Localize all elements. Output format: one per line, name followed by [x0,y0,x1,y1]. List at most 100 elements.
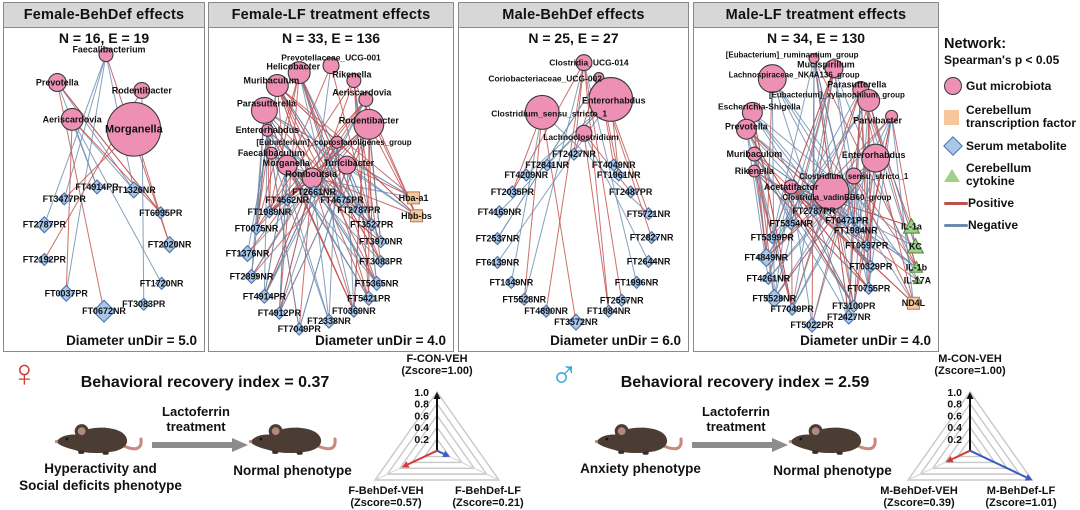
radar-tick-label: 0.4 [414,422,429,434]
node-microbe [330,135,344,149]
node-microbe [524,94,560,130]
edge [298,72,378,284]
edge [368,124,382,242]
node-label: FT1984NR [587,306,631,316]
node-label: Morganella [105,123,164,135]
edge [523,112,543,300]
radar-gridline [943,425,997,464]
node-metabolite [849,223,863,238]
radar-tick-label: 0.6 [947,410,962,422]
node-microbe [276,154,298,176]
edge [278,177,313,314]
node-metabolite [644,230,659,245]
node-microbe [746,146,762,162]
node-label: FT5365NR [355,278,399,288]
radar-axis-bottom-left-zscore: (Zscore=0.57) [350,497,422,509]
node-metabolite [125,181,143,199]
node-metabolite [256,288,273,305]
node-label: FT0075NR [235,224,279,234]
network-panel-3: Clostridia_UCG-014 Coriobacteriaceae_UCG-… [458,2,689,352]
edge [790,116,892,225]
edge [771,78,775,299]
edge [276,85,417,217]
node-label: IL-1a [901,222,923,232]
node-label: FT2787PR [792,206,836,216]
edge [276,85,378,284]
node-microbe [337,155,357,175]
node-microbe [757,64,787,94]
node-microbe [747,164,761,178]
node-microbe [783,179,799,195]
node-label: Hba-a1 [399,193,429,203]
node-microbe [358,91,374,107]
edge [278,165,288,314]
node-metabolite [92,299,116,323]
node-metabolite [540,158,554,172]
node-label: FT2841NR [525,160,569,170]
node-label: Enterorhabdus [582,95,646,105]
panel-diameter: Diameter unDir = 4.0 [800,333,931,348]
node-label: FT4914PR [75,182,119,192]
radar-tick-label: 1.0 [414,387,429,399]
node-metabolite [612,168,626,182]
node-label: Rikenella [735,166,775,176]
node-metabolite [238,244,257,263]
edge [298,72,343,201]
edge [790,186,872,267]
node-microbe [264,146,278,160]
node-label: FT3477PR [43,194,87,204]
radar-gridline [956,437,984,458]
node-label: Lachnospiraceae_NK4A136_group [729,71,860,80]
node-metabolite [641,254,656,269]
node-label: FT1984NR [834,226,878,236]
node-microbe [575,124,593,142]
node-label: FT4890NR [524,306,568,316]
edge-negative-icon [944,223,968,228]
node-microbe [575,54,593,72]
radar-axis-bottom-right: M-BehDef-LF [987,485,1056,497]
edge [65,119,73,294]
edge [848,89,862,318]
node-microbe [824,59,844,79]
node-metabolite [490,231,505,246]
node-label: FT5528NR [502,294,546,304]
node-metabolite [841,309,857,325]
triangle-icon [944,168,966,182]
radar-axis-bottom-right-zscore: (Zscore=1.01) [985,497,1057,509]
node-metabolite [863,259,878,274]
node-label: FT2338NR [307,316,351,326]
node-label: FT0329PR [849,261,893,271]
edge [860,89,917,268]
node-metabolite [519,168,534,182]
legend-item: Negative [944,219,1080,232]
node-metabolite [137,297,151,311]
edge [298,72,373,225]
node-metabolite [262,205,277,219]
node-metabolite [861,281,876,296]
node-microbe [133,81,151,99]
node-label: FT0369NR [332,306,376,316]
edge [848,175,855,318]
edge [56,82,135,191]
node-microbe [735,118,757,140]
legend-item: Cerebellum transcription factor [944,104,1080,130]
node-microbe [885,109,899,123]
node-label: FT3083PR [122,299,166,309]
node-metabolite [764,288,784,309]
edge [868,116,893,289]
legend-title: Network: [944,36,1007,52]
edge [56,82,162,214]
node-label: Escherichia-Shigella [718,101,801,111]
radar-arrow [407,449,438,466]
node-label: FT0755PR [847,283,891,293]
radar-arrowhead [401,461,410,468]
node-label: FT1961NR [597,170,641,180]
node-label: FT5528NR [752,293,796,303]
edge [497,77,600,239]
treatment-arrow-icon [152,438,248,452]
edge [264,109,414,199]
node-label: Lachnoclostridium [543,132,618,142]
node-label: FT2192PR [23,255,67,265]
radar-arrow [436,449,445,455]
node-label: Parvibacter [853,115,902,125]
